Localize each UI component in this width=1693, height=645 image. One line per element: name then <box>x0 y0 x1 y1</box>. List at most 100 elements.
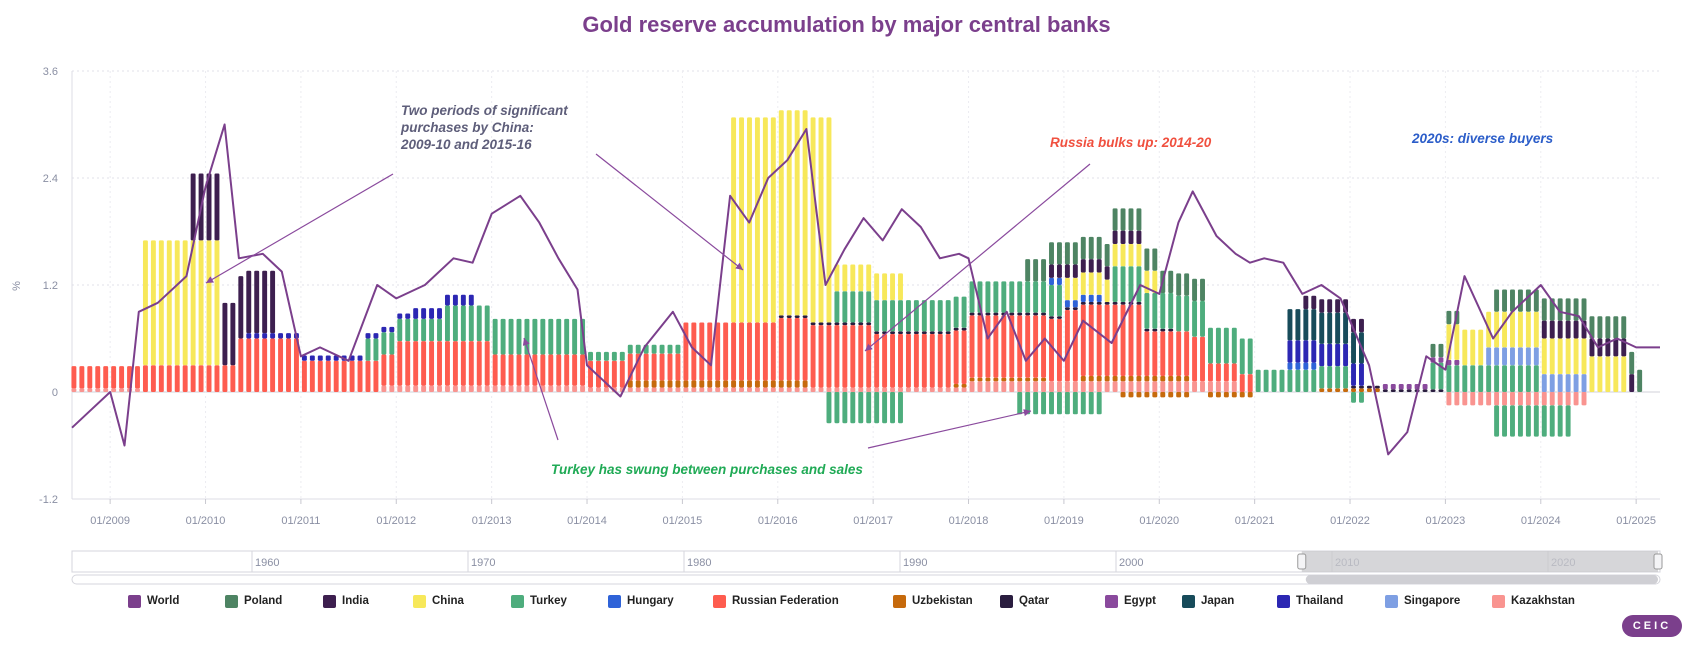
bar-thailand <box>397 313 403 319</box>
x-tick-label: 01/2010 <box>186 515 226 527</box>
bar-turkey <box>1168 293 1174 329</box>
legend-item-japan[interactable]: Japan <box>1182 591 1234 611</box>
x-tick-label: 01/2013 <box>472 515 512 527</box>
annotation-china-line1: Two periods of significant <box>401 103 568 118</box>
bar-russian-federation <box>254 338 260 392</box>
bar-russian-federation <box>691 322 697 381</box>
bar-turkey-negative <box>842 392 848 424</box>
bar-kazakhstan <box>1136 381 1142 392</box>
bar-kazakhstan <box>1533 392 1539 406</box>
bar-uzbekistan <box>1033 377 1039 382</box>
bar-russian-federation <box>945 334 951 388</box>
bar-russian-federation <box>651 353 657 381</box>
bar-china <box>1533 311 1539 348</box>
legend-item-world[interactable]: World <box>128 591 179 611</box>
navigator-selection[interactable] <box>1301 551 1658 572</box>
bar-egypt <box>1422 383 1428 390</box>
bar-russian-federation <box>460 341 466 386</box>
legend-item-china[interactable]: China <box>413 591 464 611</box>
legend-item-india[interactable]: India <box>323 591 369 611</box>
legend-item-turkey[interactable]: Turkey <box>511 591 567 611</box>
navigator-handle-left[interactable] <box>1297 553 1307 570</box>
bar-turkey <box>1287 369 1293 392</box>
legend-item-hungary[interactable]: Hungary <box>608 591 674 611</box>
bar-uzbekistan <box>651 380 657 388</box>
bar-turkey <box>1041 281 1047 313</box>
bar-japan <box>1295 309 1301 341</box>
bar-india <box>1311 295 1317 310</box>
scrollbar-thumb[interactable] <box>1305 575 1658 584</box>
bar-china <box>182 240 188 366</box>
bar-poland <box>1533 289 1539 312</box>
bar-thailand <box>357 355 363 361</box>
bar-egypt <box>1438 357 1444 363</box>
bar-china <box>858 264 864 292</box>
bar-kazakhstan <box>1223 381 1229 392</box>
bar-turkey <box>1056 285 1062 317</box>
bar-china <box>1478 329 1484 366</box>
bar-china <box>1080 272 1086 295</box>
bar-poland <box>1184 273 1190 296</box>
bar-uzbekistan <box>1080 375 1086 382</box>
bar-poland <box>1605 316 1611 339</box>
bar-poland <box>1525 289 1531 312</box>
bar-turkey <box>596 351 601 361</box>
bar-india <box>214 173 220 241</box>
bar-uzbekistan <box>1176 375 1182 382</box>
bar-china <box>158 240 164 366</box>
legend-item-qatar[interactable]: Qatar <box>1000 591 1049 611</box>
bar-russian-federation <box>866 325 872 388</box>
bar-uzbekistan <box>699 380 705 388</box>
bar-poland <box>1128 208 1134 231</box>
bar-russian-federation <box>1152 331 1158 376</box>
bar-uzbekistan <box>1128 375 1134 382</box>
legend-item-thailand[interactable]: Thailand <box>1277 591 1343 611</box>
bar-poland <box>1088 236 1094 260</box>
ceic-logo: CEIC <box>1622 615 1682 637</box>
bar-kazakhstan <box>1025 381 1031 392</box>
bar-poland <box>1573 298 1579 321</box>
bar-china <box>882 273 888 301</box>
bar-russian-federation <box>405 341 411 386</box>
bar-kazakhstan <box>572 385 578 392</box>
navigator-handle-right[interactable] <box>1653 553 1663 570</box>
bar-uzbekistan <box>1327 388 1333 392</box>
legend-item-uzbekistan[interactable]: Uzbekistan <box>893 591 973 611</box>
bar-russian-federation <box>476 341 482 386</box>
bar-uzbekistan <box>1088 375 1094 382</box>
x-tick-label: 01/2024 <box>1521 515 1561 527</box>
legend-label: Hungary <box>627 595 674 607</box>
bar-turkey <box>1263 369 1269 392</box>
legend-item-singapore[interactable]: Singapore <box>1385 591 1460 611</box>
bar-kazakhstan <box>79 388 85 392</box>
bar-uzbekistan <box>1160 375 1166 382</box>
bar-qatar <box>898 331 903 335</box>
bar-india <box>1335 299 1341 313</box>
bar-kazakhstan <box>905 387 911 392</box>
bar-russian-federation <box>1184 331 1190 376</box>
bar-qatar <box>1168 328 1174 332</box>
bar-uzbekistan-negative <box>1160 392 1166 398</box>
bar-poland <box>1581 298 1587 321</box>
bar-kazakhstan <box>1446 392 1452 406</box>
bar-poland <box>1613 316 1619 339</box>
bar-qatar <box>786 315 792 318</box>
bar-qatar <box>1072 307 1078 310</box>
bar-qatar <box>1152 328 1158 332</box>
legend-swatch <box>713 594 726 608</box>
bar-hungary <box>1287 362 1293 370</box>
legend-item-russian-federation[interactable]: Russian Federation <box>713 591 839 611</box>
bar-qatar <box>1136 301 1142 305</box>
legend-item-poland[interactable]: Poland <box>225 591 282 611</box>
bar-russian-federation <box>778 317 784 381</box>
bar-uzbekistan-negative <box>1120 392 1126 398</box>
bar-russian-federation <box>611 360 617 388</box>
legend-item-kazakhstan[interactable]: Kazakhstan <box>1492 591 1575 611</box>
bar-uzbekistan <box>762 380 768 388</box>
bar-kazakhstan <box>921 387 927 392</box>
bar-turkey <box>913 300 919 332</box>
bar-russian-federation <box>810 325 816 388</box>
legend-item-egypt[interactable]: Egypt <box>1105 591 1156 611</box>
bar-turkey <box>1533 365 1539 392</box>
bar-russian-federation <box>468 341 474 386</box>
